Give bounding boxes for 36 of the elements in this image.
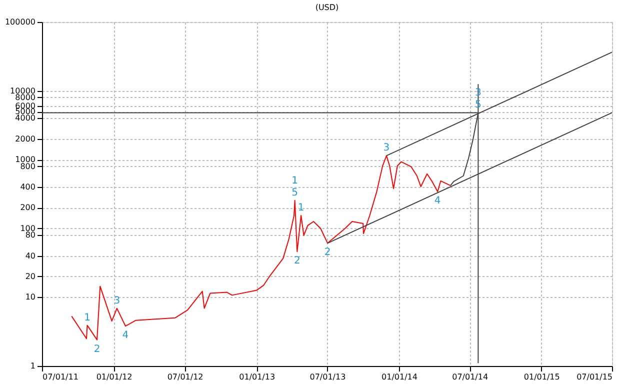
y-tick-label: 4000 bbox=[15, 114, 36, 123]
annotation: 4 bbox=[122, 330, 129, 342]
y-tick-label: 8000 bbox=[15, 92, 36, 102]
chart-title: (USD) bbox=[315, 3, 339, 12]
annotation: 3 bbox=[383, 142, 390, 154]
y-tick-label: 40 bbox=[25, 251, 36, 260]
x-tick-label: 01/01/14 bbox=[382, 372, 418, 382]
y-tick-label: 400 bbox=[20, 182, 36, 192]
annotation: 5 bbox=[292, 187, 298, 198]
x-tick-label: 01/01/12 bbox=[96, 372, 132, 382]
annotation: 3 bbox=[114, 295, 120, 306]
x-tick-label: 07/01/13 bbox=[310, 372, 346, 382]
x-tick-label: 07/01/15 bbox=[576, 372, 612, 382]
annotation: 1 bbox=[298, 202, 304, 214]
y-tick-label: 2000 bbox=[15, 134, 36, 144]
y-tick-label: 100000 bbox=[4, 18, 36, 26]
y-tick-label: 800 bbox=[20, 162, 36, 171]
annotation: 1 bbox=[84, 312, 90, 324]
annotation: 2 bbox=[94, 344, 100, 355]
x-tick-label: 07/01/12 bbox=[167, 372, 204, 382]
annotation: 4 bbox=[434, 196, 441, 207]
y-tick-label: 1000 bbox=[15, 155, 36, 164]
annotation: 1 bbox=[292, 175, 298, 186]
x-tick-label: 07/01/14 bbox=[452, 372, 488, 382]
annotation: 2 bbox=[324, 247, 331, 258]
y-tick-label: 1 bbox=[30, 362, 36, 370]
y-tick-label: 100 bbox=[20, 224, 36, 233]
x-tick-label: 07/01/11 bbox=[42, 372, 78, 382]
y-tick-label: 200 bbox=[20, 203, 36, 212]
y-tick-label: 10000 bbox=[10, 86, 36, 96]
annotation: 2 bbox=[294, 256, 300, 267]
y-tick-label: 10 bbox=[25, 292, 36, 302]
y-tick-label: 80 bbox=[25, 230, 36, 240]
x-tick-label: 01/01/13 bbox=[239, 372, 276, 382]
y-tick-label: 20 bbox=[25, 272, 36, 281]
x-tick-label: 01/01/15 bbox=[524, 372, 560, 382]
